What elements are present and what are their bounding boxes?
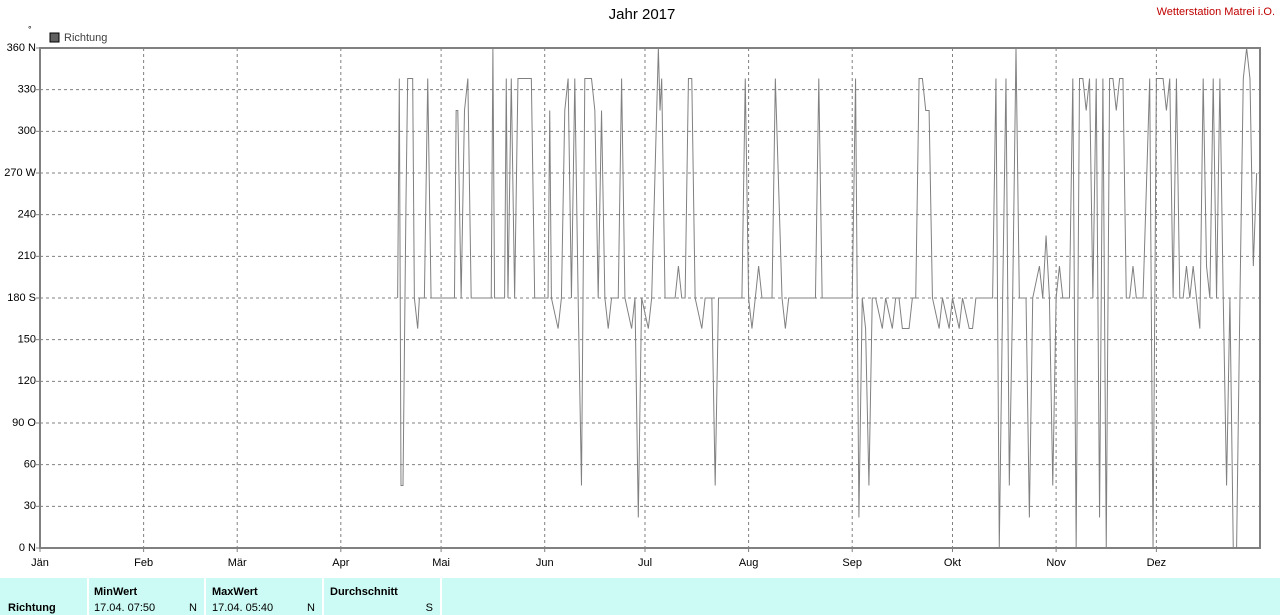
y-tick-label: 270 W	[4, 167, 36, 179]
table-row-label: Richtung	[8, 602, 56, 614]
legend-swatch	[49, 32, 60, 43]
y-tick-label: 30	[24, 500, 36, 512]
table-header: MaxWert	[212, 586, 258, 598]
x-tick-label: Feb	[134, 557, 153, 569]
table-cell: N	[307, 602, 315, 614]
y-tick-label: 210	[18, 250, 36, 262]
x-tick-label: Mai	[432, 557, 450, 569]
table-bg	[0, 578, 1280, 615]
y-tick-label: 240	[18, 209, 36, 221]
table-header: Durchschnitt	[330, 586, 398, 598]
x-tick-label: Sep	[842, 557, 862, 569]
x-tick-label: Dez	[1147, 557, 1167, 569]
x-tick-label: Nov	[1046, 557, 1066, 569]
y-tick-label: 300	[18, 125, 36, 137]
y-tick-label: 60	[24, 459, 36, 471]
y-tick-label: 180 S	[7, 292, 36, 304]
y-tick-label: 120	[18, 375, 36, 387]
y-tick-label: 90 O	[12, 417, 36, 429]
data-line	[397, 47, 1258, 549]
chart-title: Jahr 2017	[609, 6, 676, 23]
table-cell: S	[426, 602, 433, 614]
table-cell: N	[189, 602, 197, 614]
x-tick-label: Mär	[228, 557, 247, 569]
x-tick-label: Jän	[31, 557, 49, 569]
x-tick-label: Apr	[332, 557, 349, 569]
x-tick-label: Jul	[638, 557, 652, 569]
y-tick-label: 150	[18, 334, 36, 346]
x-tick-label: Aug	[739, 557, 759, 569]
plot-border	[39, 47, 1261, 549]
x-tick-label: Okt	[944, 557, 961, 569]
y-tick-label: 360 N	[7, 42, 36, 54]
table-cell: 17.04. 05:40	[212, 602, 273, 614]
legend-label: Richtung	[64, 32, 107, 44]
table-cell: 17.04. 07:50	[94, 602, 155, 614]
table-header: MinWert	[94, 586, 138, 598]
y-tick-label: 0 N	[19, 542, 36, 554]
y-unit: °	[28, 24, 32, 34]
x-tick-label: Jun	[536, 557, 554, 569]
y-tick-label: 330	[18, 84, 36, 96]
source-label: Wetterstation Matrei i.O.	[1157, 6, 1275, 18]
